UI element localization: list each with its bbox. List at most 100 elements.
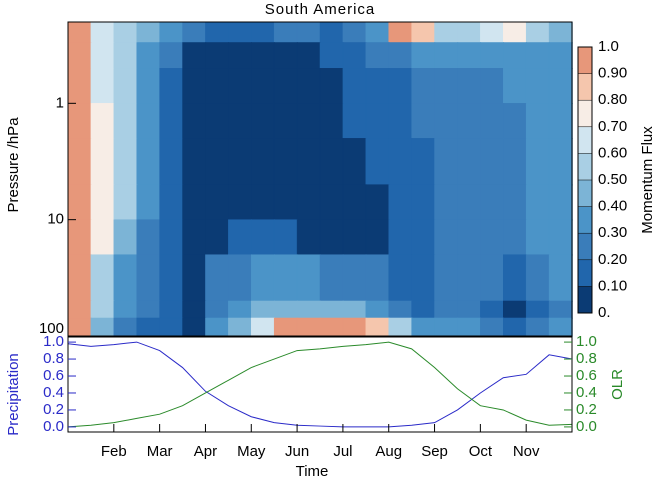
heat-cell: [273, 138, 298, 186]
heat-cell: [388, 184, 413, 221]
heat-cell: [388, 254, 413, 302]
heat-cell: [365, 21, 390, 44]
heat-cell: [159, 300, 184, 319]
colorbar-label: Momentum Flux: [639, 126, 656, 234]
colorbar-tick-label: 0.10: [598, 277, 627, 294]
colorbar-swatch: [578, 153, 592, 180]
heat-cell: [411, 300, 436, 319]
heat-cell: [434, 138, 459, 186]
heat-cell: [182, 68, 207, 105]
heat-cell: [67, 21, 92, 44]
heat-cell: [273, 219, 298, 256]
heat-cell: [411, 184, 436, 221]
colorbar-tick-label: 0.60: [598, 144, 627, 161]
heat-cell: [319, 300, 344, 319]
colorbar-swatch: [578, 47, 592, 74]
plot-frame: [67, 336, 573, 433]
heat-cell: [67, 254, 92, 302]
heat-cell: [273, 68, 298, 105]
heat-cell: [319, 138, 344, 186]
heat-cell: [548, 68, 573, 105]
colorbar-swatch: [578, 100, 592, 127]
heat-cell: [67, 317, 92, 337]
heat-cell: [182, 42, 207, 70]
x-tick-label: Feb: [101, 443, 127, 460]
heat-cell: [182, 317, 207, 337]
colorbar-swatch: [578, 259, 592, 287]
heat-cell: [503, 42, 527, 70]
heat-cell: [457, 21, 482, 44]
heat-cell: [228, 317, 253, 337]
heat-cell: [159, 184, 184, 221]
heat-cell: [205, 138, 230, 186]
heat-cell: [205, 103, 230, 140]
y2-tick-label: 1.0: [576, 333, 597, 350]
heat-cell: [388, 138, 413, 186]
y2-tick-label: 0.4: [576, 384, 597, 401]
heat-cell: [159, 317, 184, 337]
heat-cell: [113, 317, 138, 337]
heat-cell: [480, 103, 505, 140]
heat-cell: [90, 42, 115, 70]
heat-cell: [182, 219, 207, 256]
heat-cell: [67, 138, 92, 186]
heat-cell: [182, 254, 207, 302]
heat-cell: [90, 103, 115, 140]
heat-cell: [388, 21, 413, 44]
heat-cell: [67, 103, 92, 140]
heat-cell: [434, 42, 459, 70]
heat-cell: [90, 254, 115, 302]
heat-cell: [411, 138, 436, 186]
heat-cell: [548, 254, 573, 302]
axis-series-label: OLR: [609, 369, 626, 400]
heat-cell: [136, 184, 161, 221]
heat-cell: [273, 317, 298, 337]
heat-cell: [434, 68, 459, 105]
heat-cell: [251, 254, 275, 302]
heat-cell: [342, 68, 367, 105]
heat-cell: [273, 184, 298, 221]
colorbar-swatch: [578, 126, 592, 154]
heat-cell: [411, 103, 436, 140]
heat-cell: [365, 184, 390, 221]
series-line: [67, 341, 573, 428]
heat-cell: [90, 317, 115, 337]
heat-cell: [434, 21, 459, 44]
heat-cell: [548, 103, 573, 140]
heat-cell: [411, 219, 436, 256]
x-tick-label: Mar: [147, 443, 173, 460]
heat-cell: [113, 184, 138, 221]
heat-cell: [319, 317, 344, 337]
heat-cell: [67, 300, 92, 319]
heat-cell: [296, 21, 321, 44]
heat-cell: [457, 219, 482, 256]
heat-cell: [205, 21, 230, 44]
heat-cell: [457, 138, 482, 186]
heat-cell: [90, 21, 115, 44]
heat-cell: [159, 219, 184, 256]
heat-cell: [113, 138, 138, 186]
x-tick-label: Oct: [469, 443, 493, 460]
heat-cell: [296, 317, 321, 337]
heat-cell: [434, 184, 459, 221]
heat-cell: [136, 68, 161, 105]
colorbar-swatch: [578, 233, 592, 260]
y-axis-label: Pressure /hPa: [5, 117, 22, 213]
heat-cell: [342, 42, 367, 70]
heat-cell: [480, 184, 505, 221]
heat-cell: [228, 300, 253, 319]
colorbar-tick-label: 0.90: [598, 65, 627, 82]
y2-tick-label: 0.8: [576, 350, 597, 367]
heat-cell: [113, 300, 138, 319]
heat-cell: [159, 21, 184, 44]
heat-cell: [205, 219, 230, 256]
heat-cell: [525, 138, 550, 186]
heat-cell: [251, 21, 275, 44]
heat-cell: [503, 184, 527, 221]
heat-cell: [67, 42, 92, 70]
colorbar-tick-label: 0.: [598, 304, 611, 321]
heat-cell: [205, 317, 230, 337]
heat-cell: [273, 300, 298, 319]
heat-cell: [525, 219, 550, 256]
